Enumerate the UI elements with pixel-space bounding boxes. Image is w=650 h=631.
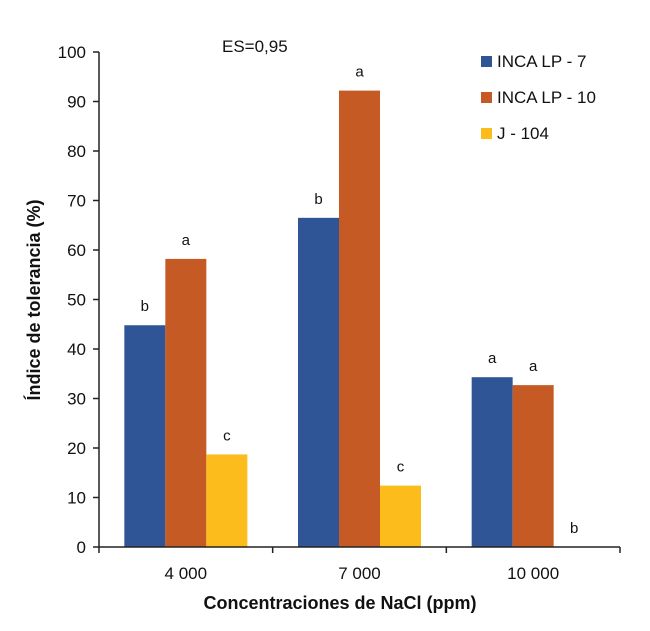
bar: [165, 258, 207, 547]
y-tick-label: 40: [67, 340, 86, 359]
y-tick-label: 80: [67, 142, 86, 161]
legend-label: INCA LP - 7: [497, 52, 586, 71]
y-axis-title: Índice de tolerancia (%): [23, 199, 44, 400]
bar-significance-label: a: [355, 64, 364, 81]
legend-label: J - 104: [497, 124, 549, 143]
bar-significance-label: c: [223, 427, 231, 444]
y-tick-label: 0: [77, 538, 86, 557]
legend-label: INCA LP - 10: [497, 88, 596, 107]
bar-significance-label: a: [529, 358, 538, 375]
y-tick-label: 50: [67, 291, 86, 310]
legend-swatch: [481, 56, 492, 67]
bar: [512, 385, 554, 547]
bar-significance-label: b: [141, 298, 149, 315]
y-tick-label: 100: [58, 43, 86, 62]
bar: [206, 454, 248, 547]
bar-significance-label: b: [570, 520, 578, 537]
bar-significance-label: b: [314, 191, 322, 208]
bar: [124, 325, 166, 547]
bar: [380, 485, 421, 547]
x-category-label: 7 000: [338, 564, 381, 583]
y-tick-label: 90: [67, 93, 86, 112]
bar-significance-label: a: [488, 350, 497, 367]
legend-swatch: [481, 128, 492, 139]
bar: [471, 377, 513, 547]
y-tick-label: 10: [67, 489, 86, 508]
annotation-es: ES=0,95: [222, 37, 288, 56]
y-tick-label: 30: [67, 390, 86, 409]
y-tick-label: 70: [67, 192, 86, 211]
legend-swatch: [481, 92, 492, 103]
x-axis-ticks: 4 000 7 000 10 000: [98, 547, 621, 583]
bar: [339, 90, 380, 548]
x-category-label: 4 000: [165, 564, 208, 583]
bar-significance-label: a: [182, 232, 191, 249]
significance-labels: b a c b a c a a b: [141, 64, 579, 537]
y-axis-ticks: 0 10 20 30 40 50 60 70 80 90 100: [58, 43, 99, 557]
y-tick-label: 60: [67, 241, 86, 260]
legend: INCA LP - 7 INCA LP - 10 J - 104: [481, 52, 596, 143]
bar: [298, 217, 339, 547]
y-tick-label: 20: [67, 439, 86, 458]
x-axis-title: Concentraciones de NaCl (ppm): [203, 593, 476, 613]
bars: [124, 90, 554, 548]
bar-significance-label: c: [397, 459, 405, 476]
x-category-label: 10 000: [507, 564, 559, 583]
